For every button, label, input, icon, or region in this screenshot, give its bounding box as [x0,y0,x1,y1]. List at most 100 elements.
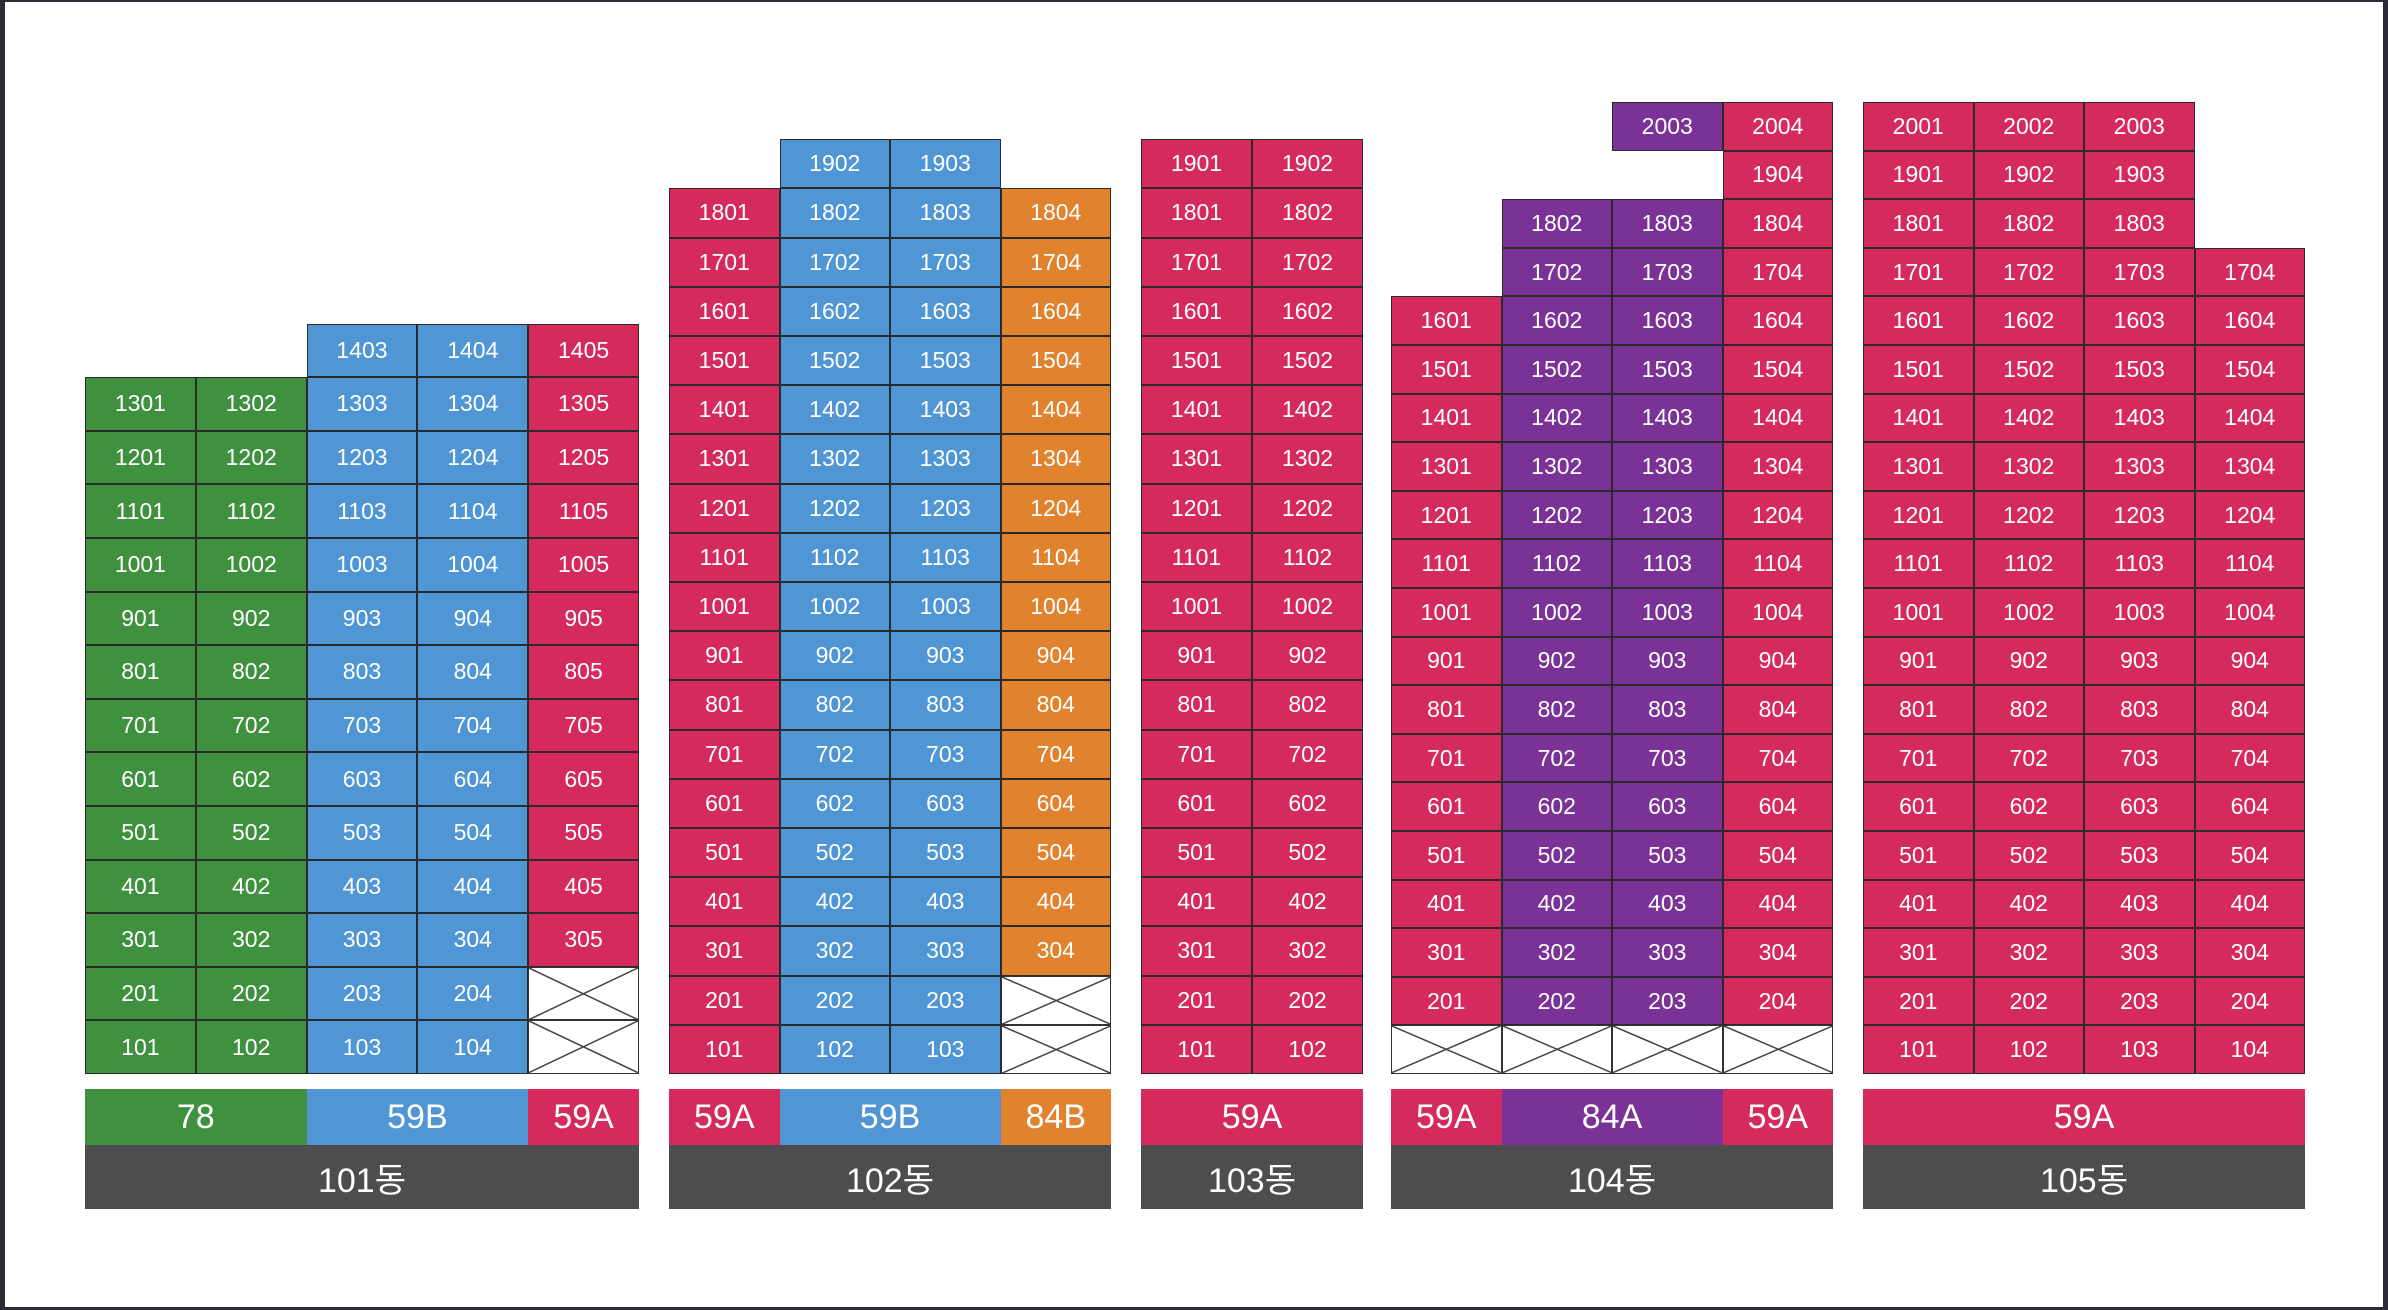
unit-cell[interactable]: 1402 [1252,385,1363,435]
unit-cell[interactable]: 702 [1252,729,1363,779]
unit-cell[interactable]: 1502 [1973,345,2084,394]
unit-cell[interactable]: 1001 [669,582,780,632]
unit-cell[interactable]: 1601 [1863,296,1974,345]
unit-cell[interactable]: 203 [306,966,418,1021]
unit-cell[interactable]: 204 [1722,976,1833,1026]
unit-cell[interactable]: 1201 [1863,490,1974,540]
unit-cell[interactable]: 1301 [1141,434,1252,484]
unit-cell[interactable]: 301 [85,913,196,967]
unit-cell[interactable]: 1401 [1141,385,1252,435]
unit-cell[interactable]: 704 [417,698,529,753]
unit-cell[interactable]: 1002 [1252,582,1363,632]
unit-cell[interactable]: 505 [528,806,639,860]
unit-cell[interactable]: 902 [1501,636,1612,686]
unit-cell[interactable]: 305 [528,913,639,967]
unit-cell[interactable]: 404 [2194,879,2305,929]
unit-cell[interactable]: 603 [2084,782,2195,831]
unit-cell[interactable]: 804 [2194,685,2305,734]
unit-cell[interactable]: 801 [85,645,196,699]
unit-cell[interactable]: 701 [1141,729,1252,779]
unit-cell[interactable]: 203 [2084,976,2195,1026]
unit-cell[interactable]: 1301 [669,434,780,484]
unit-cell[interactable]: 704 [1722,733,1833,783]
unit-cell[interactable]: 603 [306,752,418,806]
unit-cell[interactable]: 301 [1391,928,1502,977]
unit-cell[interactable]: 103 [2084,1025,2195,1074]
unit-cell[interactable]: 603 [890,778,1001,828]
unit-cell[interactable]: 703 [306,698,418,753]
unit-cell[interactable]: 1204 [1722,490,1833,540]
unit-cell[interactable]: 1002 [779,582,890,632]
unit-cell[interactable]: 604 [2194,782,2305,831]
unit-cell[interactable]: 1501 [1863,345,1974,394]
unit-cell[interactable]: 902 [1973,636,2084,686]
unit-cell[interactable]: 2003 [2084,102,2195,151]
unit-cell[interactable]: 1402 [1501,393,1612,443]
unit-cell[interactable]: 1601 [669,286,780,336]
unit-cell[interactable]: 603 [1612,782,1723,831]
unit-cell[interactable]: 1002 [195,538,307,592]
unit-cell[interactable]: 1801 [1141,188,1252,238]
unit-cell[interactable]: 703 [890,729,1001,779]
unit-cell[interactable]: 1201 [1391,490,1502,540]
unit-cell[interactable]: 202 [1973,976,2084,1026]
unit-cell[interactable]: 601 [1863,782,1974,831]
unit-cell[interactable]: 1702 [1973,247,2084,297]
unit-cell[interactable]: 1803 [2084,199,2195,248]
unit-cell[interactable]: 101 [85,1020,196,1074]
unit-cell[interactable]: 1904 [1722,150,1833,200]
unit-cell[interactable]: 1604 [2194,296,2305,345]
unit-cell[interactable]: 1405 [528,323,639,378]
unit-cell[interactable]: 1701 [669,237,780,287]
unit-cell[interactable]: 303 [890,926,1001,976]
unit-cell[interactable]: 1504 [1000,336,1111,386]
unit-cell[interactable]: 201 [1391,976,1502,1026]
unit-cell[interactable]: 602 [1501,782,1612,831]
unit-cell[interactable]: 201 [1141,975,1252,1025]
unit-cell[interactable]: 605 [528,752,639,806]
unit-cell[interactable]: 1704 [1722,247,1833,297]
unit-cell[interactable]: 204 [2194,976,2305,1026]
unit-cell[interactable]: 901 [669,631,780,681]
unit-cell[interactable]: 302 [1501,928,1612,977]
unit-cell[interactable]: 504 [417,806,529,860]
unit-cell[interactable]: 302 [1252,926,1363,976]
unit-cell[interactable]: 504 [1000,828,1111,878]
unit-cell[interactable]: 1302 [195,377,307,431]
unit-cell[interactable]: 801 [1863,685,1974,734]
unit-cell[interactable]: 1703 [1612,247,1723,297]
unit-cell[interactable]: 1602 [1501,296,1612,345]
unit-cell[interactable]: 202 [195,966,307,1021]
unit-cell[interactable]: 502 [1973,831,2084,880]
unit-cell[interactable]: 1504 [1722,345,1833,394]
unit-cell[interactable]: 903 [1612,636,1723,686]
unit-cell[interactable]: 1005 [528,538,639,592]
unit-cell[interactable]: 1503 [2084,345,2195,394]
unit-cell[interactable]: 1404 [1722,393,1833,443]
unit-cell[interactable]: 704 [2194,733,2305,783]
unit-cell[interactable]: 404 [1000,877,1111,927]
unit-cell[interactable]: 1401 [669,385,780,435]
unit-cell[interactable]: 701 [1863,733,1974,783]
unit-cell[interactable]: 404 [1722,879,1833,929]
unit-cell[interactable]: 1304 [1722,442,1833,491]
unit-cell[interactable]: 602 [1252,778,1363,828]
unit-cell[interactable]: 1102 [1973,539,2084,588]
unit-cell[interactable]: 1201 [669,483,780,533]
unit-cell[interactable]: 803 [306,645,418,699]
unit-cell[interactable]: 804 [417,645,529,699]
unit-cell[interactable]: 1004 [417,538,529,592]
unit-cell[interactable]: 304 [1000,926,1111,976]
unit-cell[interactable]: 1003 [1612,588,1723,637]
unit-cell[interactable]: 401 [1141,877,1252,927]
unit-cell[interactable]: 1404 [417,323,529,378]
unit-cell[interactable]: 801 [1141,680,1252,730]
unit-cell[interactable]: 901 [1863,636,1974,686]
unit-cell[interactable]: 1303 [2084,442,2195,491]
unit-cell[interactable]: 702 [1501,733,1612,783]
unit-cell[interactable]: 303 [1612,928,1723,977]
unit-cell[interactable]: 302 [195,913,307,967]
unit-cell[interactable]: 1101 [669,532,780,582]
unit-cell[interactable]: 604 [417,752,529,806]
unit-cell[interactable]: 402 [195,859,307,914]
